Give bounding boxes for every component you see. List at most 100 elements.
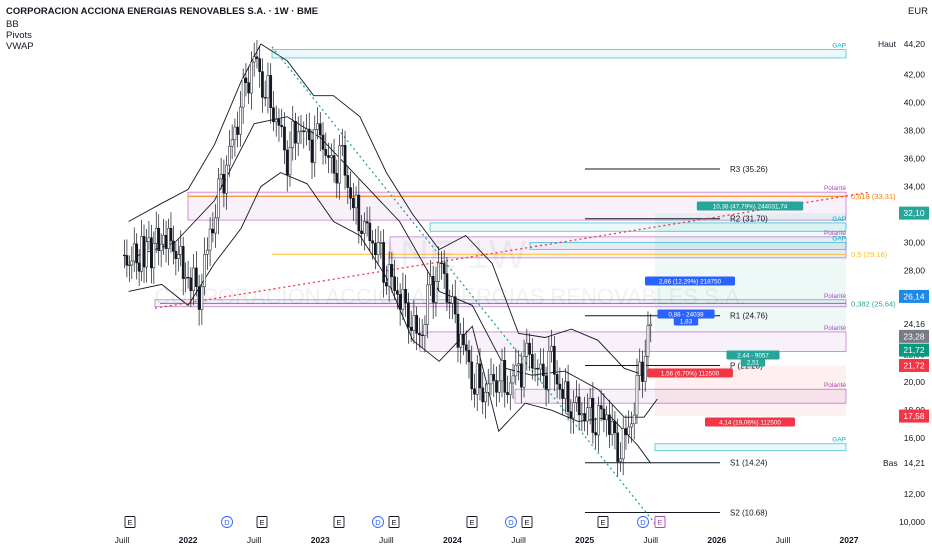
- price-badge: [899, 358, 929, 372]
- candle-body: [580, 413, 584, 416]
- measure-text: 1,56 (6,70%) 112500: [661, 371, 720, 378]
- dividend-marker-label: D: [224, 518, 230, 527]
- zone-label: GAP: [832, 437, 846, 444]
- candle-body: [591, 397, 595, 433]
- earnings-marker: [466, 516, 478, 528]
- fib-label: 0,5 (29,16): [851, 250, 888, 259]
- earnings-marker-label: E: [469, 518, 474, 527]
- candle-body: [445, 273, 449, 303]
- candle-body: [379, 242, 383, 244]
- candle-body: [277, 119, 281, 126]
- measure-text: 2,86 (12,29%) 218750: [659, 279, 722, 286]
- candle-body: [641, 361, 644, 382]
- candle-body: [575, 396, 578, 403]
- y-tick-label: 30,00: [904, 237, 926, 247]
- candle-body: [448, 302, 452, 304]
- y-tick-label: 12,00: [904, 489, 926, 499]
- candle-body: [442, 263, 446, 274]
- candle-body: [547, 351, 551, 390]
- candle-body: [613, 421, 617, 434]
- low-value: 14,21: [904, 458, 926, 468]
- x-tick-label: 2025: [575, 535, 594, 545]
- candle-body: [296, 131, 300, 144]
- candle-body: [597, 405, 600, 436]
- chart-title: CORPORACION ACCIONA ENERGIAS RENOVABLES …: [6, 6, 319, 17]
- candle-body: [167, 228, 170, 249]
- dividend-marker: [505, 516, 517, 528]
- x-tick-label: 2027: [840, 535, 859, 545]
- candle-body: [464, 344, 468, 351]
- earnings-marker: [654, 516, 666, 528]
- zone-label: Polarité: [824, 230, 846, 237]
- candle-body: [365, 221, 369, 224]
- candle-body: [291, 121, 295, 148]
- candle-body: [354, 194, 358, 209]
- candle-body: [332, 155, 336, 174]
- x-tick-label: Juill: [776, 535, 791, 545]
- candle-body: [517, 363, 520, 366]
- candle-body: [132, 243, 136, 262]
- price-badge: [899, 343, 929, 357]
- y-tick-label: 42,00: [904, 70, 926, 80]
- candle-body: [555, 374, 559, 385]
- candle-body: [261, 71, 264, 98]
- measure-badge: [657, 309, 715, 319]
- candle-body: [305, 128, 308, 133]
- candle-body: [429, 276, 432, 286]
- candle-body: [412, 315, 416, 331]
- candle-body: [431, 276, 435, 303]
- candle-body: [470, 361, 474, 390]
- price-badge: [899, 409, 929, 423]
- zone-label: GAP: [832, 235, 846, 242]
- y-tick-label: 28,00: [904, 265, 926, 275]
- zone-label: Polarité: [824, 185, 846, 192]
- candle-body: [528, 342, 531, 355]
- candle-body: [329, 155, 333, 158]
- candle-body: [572, 402, 575, 419]
- candle-body: [217, 178, 220, 219]
- candle-body: [453, 296, 457, 315]
- pivot-label: R1 (24.76): [730, 312, 768, 321]
- candle-body: [324, 149, 328, 156]
- earnings-marker-label: E: [391, 518, 396, 527]
- currency-label: EUR: [907, 6, 928, 17]
- indicator-pivots[interactable]: Pivots: [6, 30, 32, 41]
- candle-body: [174, 251, 178, 259]
- x-tick-label: Juill: [115, 535, 130, 545]
- candle-body: [263, 97, 267, 99]
- candle-body: [351, 197, 355, 209]
- candle-body: [434, 281, 438, 303]
- y-tick-label: 16,00: [904, 433, 926, 443]
- x-tick-label: Juill: [643, 535, 658, 545]
- candle-body: [473, 388, 476, 395]
- candle-body: [371, 240, 374, 244]
- candle-body: [340, 145, 344, 147]
- candle-body: [608, 414, 611, 435]
- measure-text: 1,83: [680, 319, 693, 326]
- candle-body: [302, 130, 306, 133]
- candle-body: [561, 389, 564, 399]
- candle-body: [349, 187, 352, 199]
- candle-body: [147, 237, 151, 243]
- indicator-bb[interactable]: BB: [6, 19, 19, 30]
- dividend-marker: [637, 516, 649, 528]
- zone-rect: [529, 242, 847, 250]
- candle-body: [189, 277, 193, 291]
- high-label: Haut: [878, 39, 897, 49]
- candle-body: [437, 262, 441, 282]
- candle-body: [475, 363, 479, 395]
- candle-body: [544, 375, 548, 390]
- candle-body: [599, 405, 603, 410]
- candle-body: [230, 139, 234, 147]
- indicator-vwap[interactable]: VWAP: [6, 41, 34, 52]
- candle-body: [602, 408, 606, 421]
- candle-body: [440, 262, 443, 264]
- candle-body: [588, 397, 592, 409]
- candle-body: [418, 333, 421, 336]
- candle-body: [533, 367, 537, 370]
- candle-body: [208, 228, 212, 251]
- y-tick-label: 36,00: [904, 154, 926, 164]
- bb-upper-band: [128, 43, 645, 376]
- candle-body: [172, 240, 175, 252]
